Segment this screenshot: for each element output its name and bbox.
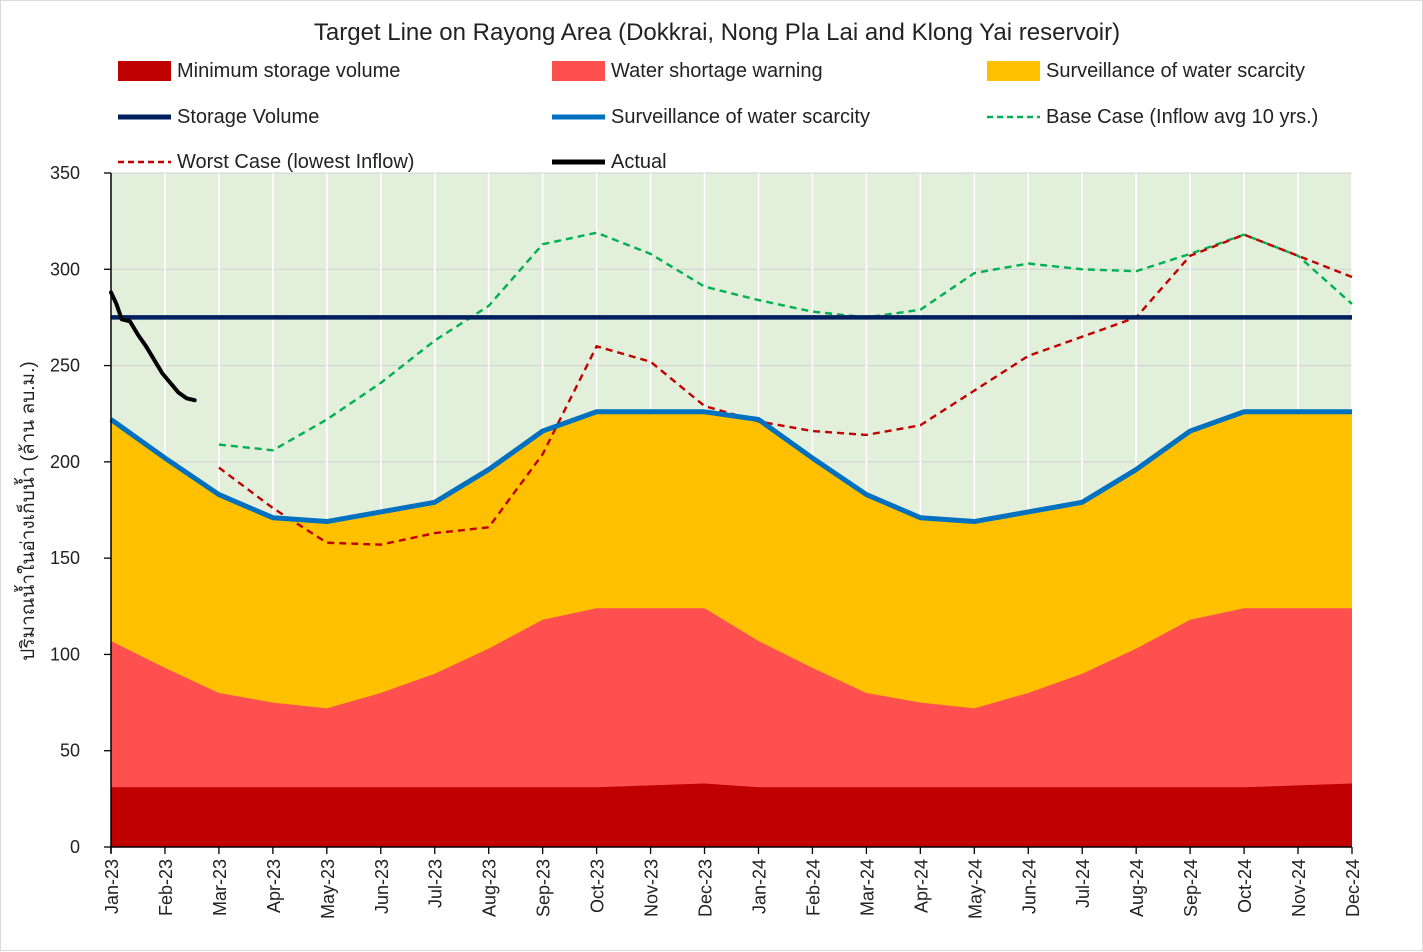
legend-label: Water shortage warning [611,60,823,82]
legend-swatch [987,61,1040,81]
x-tick-label: Sep-23 [534,859,554,917]
legend-item: Surveillance of water scarcity [552,106,870,128]
x-tick-label: Oct-24 [1235,859,1255,913]
x-tick-label: Apr-24 [911,859,931,913]
legend-item: Water shortage warning [552,60,823,82]
x-tick-label: Jun-23 [372,859,392,914]
x-tick-label: Mar-24 [857,859,877,916]
series-line-base-case-inflow-avg-10-yrs- [218,231,1353,452]
y-tick-label: 0 [70,837,80,857]
x-tick-label: Oct-23 [588,859,608,913]
x-tick-label: Mar-23 [210,859,230,916]
legend-swatch [118,61,171,81]
legend-swatch [552,61,605,81]
legend-label: Minimum storage volume [177,60,400,82]
x-tick-label: Nov-24 [1289,859,1309,917]
x-tick-label: Jun-24 [1019,859,1039,914]
x-tick-label: Dec-24 [1343,859,1363,917]
legend-item: Surveillance of water scarcity [987,60,1305,82]
x-tick-label: Feb-24 [803,859,823,916]
legend-label: Actual [611,151,667,173]
x-tick-label: Jul-23 [426,859,446,908]
y-tick-label: 300 [50,259,80,279]
legend-label: Surveillance of water scarcity [1046,60,1305,82]
y-tick-label: 200 [50,452,80,472]
y-tick-label: 250 [50,356,80,376]
series-line-surveillance-of-water-scarcity [109,409,1352,525]
x-tick-label: Apr-23 [264,859,284,913]
x-tick-label: Aug-24 [1127,859,1147,917]
x-tick-label: Nov-23 [642,859,662,917]
x-tick-label: May-23 [318,859,338,919]
x-tick-label: May-24 [965,859,985,919]
x-tick-label: Jan-23 [102,859,122,914]
y-tick-label: 350 [50,163,80,183]
legend-item: Worst Case (lowest Inflow) [118,151,414,173]
x-tick-label: Jan-24 [749,859,769,914]
y-tick-label: 50 [60,741,80,761]
x-tick-label: Jul-24 [1073,859,1093,908]
legend-label: Surveillance of water scarcity [611,106,870,128]
area-minimum-storage-volume [111,783,1352,847]
legend-item: Actual [552,151,667,173]
legend-item: Base Case (Inflow avg 10 yrs.) [987,106,1318,128]
x-tick-label: Aug-23 [480,859,500,917]
legend-label: Worst Case (lowest Inflow) [177,151,414,173]
legend-item: Storage Volume [118,106,319,128]
series-line-actual [109,290,197,403]
x-tick-label: Sep-24 [1181,859,1201,917]
y-tick-label: 150 [50,548,80,568]
y-axis-label: ปริมาณน้ำในอ่างเก็บน้ำ (ล้าน ลบ.ม.) [14,361,39,660]
chart-title: Target Line on Rayong Area (Dokkrai, Non… [314,19,1120,46]
x-tick-label: Feb-23 [156,859,176,916]
legend-item: Minimum storage volume [118,60,400,82]
legend-label: Base Case (Inflow avg 10 yrs.) [1046,106,1318,128]
x-tick-label: Dec-23 [696,859,716,917]
legend-label: Storage Volume [177,106,319,128]
y-tick-label: 100 [50,644,80,664]
